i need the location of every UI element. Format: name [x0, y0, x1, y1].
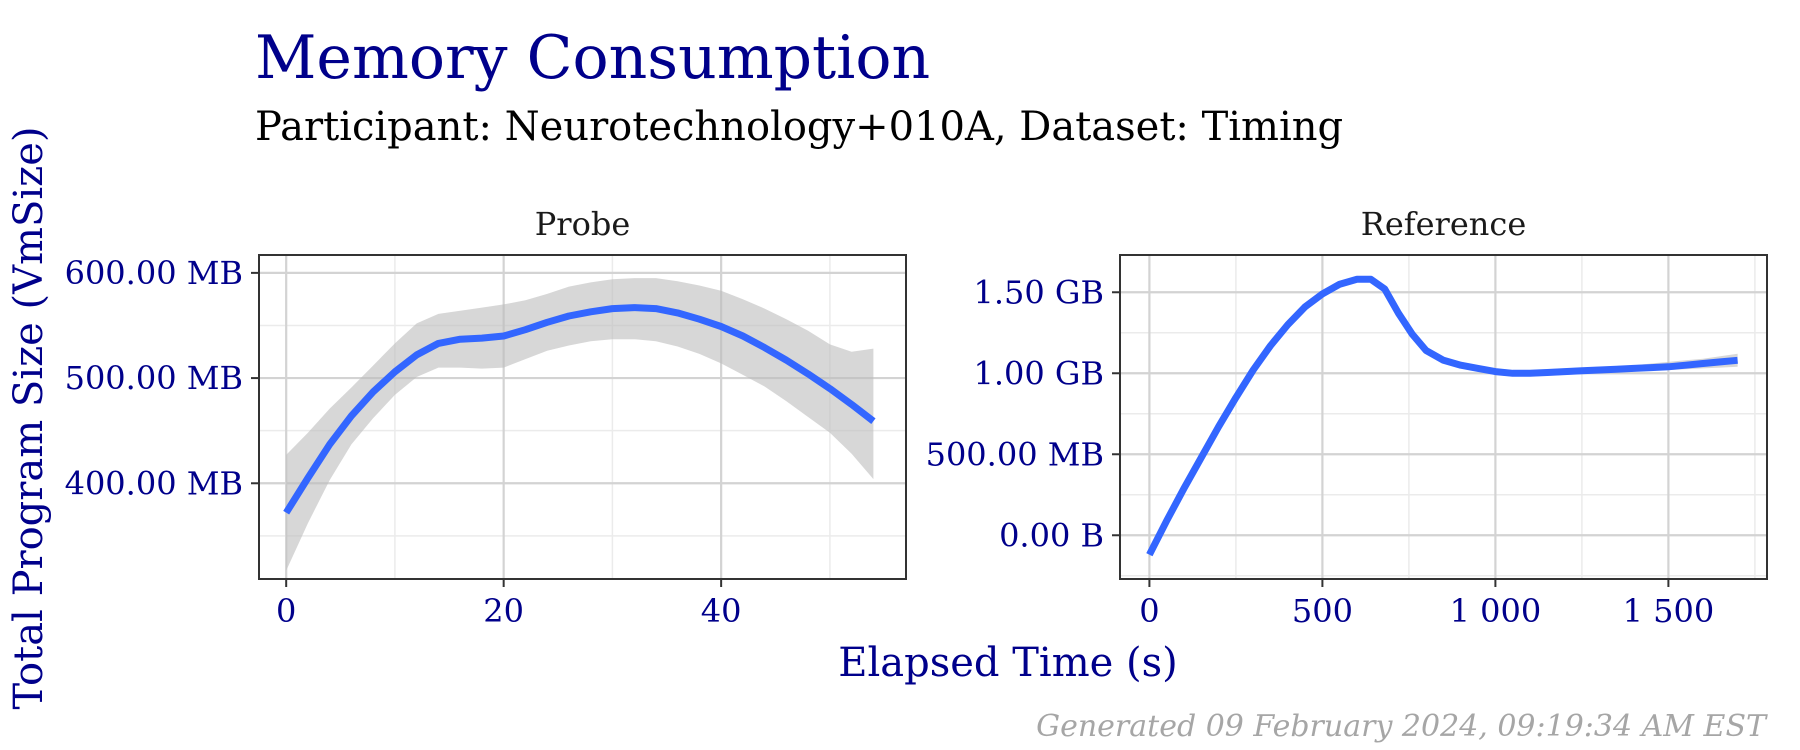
x-axis-title: Elapsed Time (s)	[838, 640, 1178, 686]
confidence-ribbon-reference	[1149, 276, 1738, 558]
y-tick-label: 1.50 GB	[974, 273, 1105, 311]
smooth-line-probe	[283, 304, 876, 515]
confidence-ribbon-probe	[286, 278, 874, 571]
major-gridlines	[1120, 255, 1767, 579]
y-tick-label: 500.00 MB	[926, 435, 1104, 473]
x-tick-label: 40	[701, 592, 742, 630]
x-tick-label: 20	[483, 592, 524, 630]
y-tick-label: 400.00 MB	[65, 464, 243, 502]
y-tick-label: 1.00 GB	[974, 354, 1105, 392]
panel-border	[258, 254, 907, 580]
facet-label-reference: Reference	[1361, 205, 1527, 243]
generated-footer: Generated 09 February 2024, 09:19:34 AM …	[1036, 709, 1768, 744]
facet-label-probe: Probe	[535, 205, 631, 243]
x-tick-label: 500	[1292, 592, 1353, 630]
y-axis-title: Total Program Size (VmSize)	[6, 126, 52, 709]
y-tick-label: 0.00 B	[999, 516, 1104, 554]
minor-gridlines	[1120, 255, 1767, 579]
panel-probe: Probe 0 20 40 400.00 MB 500.00 MB 600.00 MB	[65, 205, 907, 630]
panel-reference: Reference 0 500 1 000 1 500 0.00 B 500.00 MB 1.…	[926, 205, 1768, 630]
chart-subtitle: Participant: Neurotechnology+010A, Datas…	[255, 104, 1343, 150]
smooth-line-reference	[1146, 275, 1738, 557]
x-tick-label: 0	[1139, 592, 1159, 630]
y-tick-label: 600.00 MB	[65, 254, 243, 292]
y-tick-label: 500.00 MB	[65, 359, 243, 397]
panel-border	[1119, 254, 1768, 580]
chart-title: Memory Consumption	[255, 23, 930, 93]
x-tick-label: 1 000	[1450, 592, 1542, 630]
x-tick-label: 0	[276, 592, 296, 630]
x-tick-label: 1 500	[1623, 592, 1715, 630]
